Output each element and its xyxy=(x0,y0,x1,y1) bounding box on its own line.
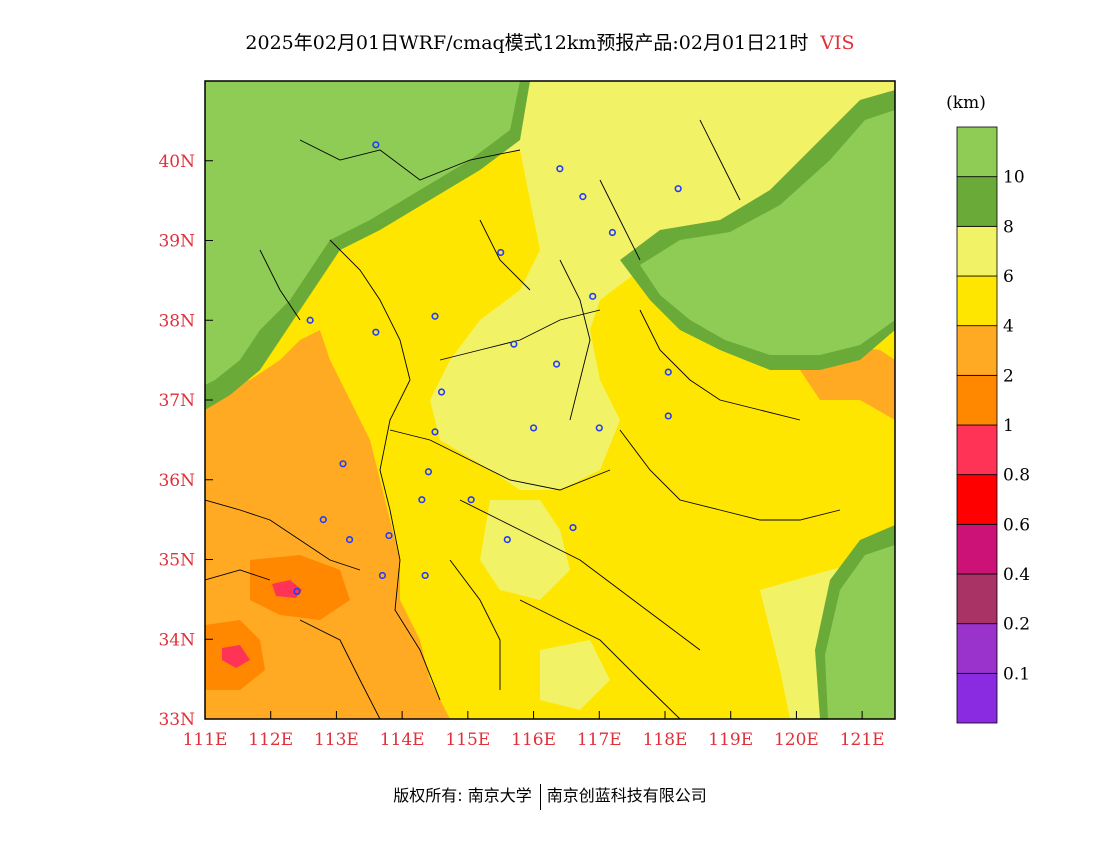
field-10km-bohai xyxy=(640,110,895,355)
colorbar-label: 0.2 xyxy=(1003,615,1030,635)
city-marker xyxy=(552,360,561,368)
colorbar-swatch xyxy=(956,573,998,625)
colorbar-swatch xyxy=(956,523,998,575)
colorbar-unit: (km) xyxy=(946,93,986,113)
field-1-2km xyxy=(250,555,350,620)
city-markers xyxy=(293,141,682,596)
city-marker xyxy=(589,292,597,300)
lat-tick-label: 39N xyxy=(158,232,195,252)
city-marker xyxy=(467,496,475,504)
lat-tick-label: 36N xyxy=(158,471,195,491)
city-marker xyxy=(674,185,682,193)
lat-tick-label: 33N xyxy=(158,710,195,730)
lat-tick-label: 40N xyxy=(158,152,195,172)
city-marker xyxy=(385,531,393,540)
city-marker xyxy=(569,523,577,532)
colorbar-swatch xyxy=(956,374,998,426)
colorbar-swatch xyxy=(956,176,998,227)
lon-tick-label: 113E xyxy=(314,730,359,750)
colorbar-label: 1 xyxy=(1003,416,1014,436)
footer-owner: 版权所有: 南京大学 xyxy=(393,786,532,805)
lat-tick-label: 37N xyxy=(158,391,195,411)
footer-separator xyxy=(539,783,541,810)
city-marker xyxy=(418,496,426,504)
field-10km-nw xyxy=(205,81,520,385)
copyright-footer: 版权所有: 南京大学 南京创蓝科技有限公司 xyxy=(0,782,1100,810)
city-marker xyxy=(421,571,429,580)
city-marker xyxy=(431,428,439,436)
field-6-8km-south xyxy=(480,500,570,600)
lat-tick-label: 34N xyxy=(158,630,195,650)
city-marker xyxy=(579,193,587,201)
lon-tick-label: 118E xyxy=(643,730,688,750)
lon-tick-label: 116E xyxy=(511,730,556,750)
title-variable: VIS xyxy=(820,32,855,54)
field-6-8km-patch xyxy=(540,640,610,710)
city-marker xyxy=(372,141,380,149)
colorbar-label: 0.6 xyxy=(1003,515,1030,535)
lon-tick-label: 112E xyxy=(248,730,293,750)
colorbar-swatch xyxy=(956,225,998,277)
title-main: 2025年02月01日WRF/cmaq模式12km预报产品:02月01日21时 xyxy=(245,32,809,54)
city-marker xyxy=(503,535,511,544)
city-marker xyxy=(595,424,603,432)
city-marker xyxy=(497,248,505,257)
city-marker xyxy=(556,165,564,173)
colorbar-label: 8 xyxy=(1003,217,1014,237)
colorbar-swatch xyxy=(956,424,998,476)
visibility-field xyxy=(205,81,895,719)
city-marker xyxy=(378,571,387,580)
colorbar: 0.1 0.2 0.4 0.6 0.8 1 2 4 6 8 10 xyxy=(956,126,1030,724)
lon-tick-label: 117E xyxy=(577,730,622,750)
city-marker xyxy=(437,388,446,396)
field-10km-yellowsea xyxy=(825,545,895,719)
colorbar-swatch xyxy=(956,623,998,674)
colorbar-swatch xyxy=(956,672,998,724)
colorbar-label: 0.8 xyxy=(1003,466,1030,486)
lon-tick-label: 111E xyxy=(183,730,228,750)
colorbar-label: 6 xyxy=(1003,267,1014,287)
lon-tick-label: 115E xyxy=(445,730,490,750)
lon-tick-label: 121E xyxy=(840,730,885,750)
colorbar-label: 10 xyxy=(1003,168,1025,188)
colorbar-swatch xyxy=(956,275,998,327)
city-marker xyxy=(339,460,347,468)
field-2-4km-sw xyxy=(205,330,450,719)
lat-tick-label: 35N xyxy=(158,551,195,571)
lon-tick-label: 114E xyxy=(380,730,425,750)
footer-company: 南京创蓝科技有限公司 xyxy=(546,786,707,805)
city-marker xyxy=(345,535,354,544)
colorbar-label: 0.4 xyxy=(1003,565,1030,585)
field-0.8-1km-b xyxy=(222,645,250,668)
lat-tick-label: 38N xyxy=(158,311,195,331)
city-marker xyxy=(293,587,301,596)
colorbar-swatch xyxy=(956,325,998,376)
city-marker xyxy=(319,516,327,524)
map-axes: 111E 112E 113E 114E 115E 116E 117E 118E 119E 120E… xyxy=(158,152,884,750)
city-marker xyxy=(510,340,518,348)
city-marker xyxy=(306,316,314,324)
colorbar-label: 0.1 xyxy=(1003,664,1030,684)
lon-tick-label: 120E xyxy=(774,730,819,750)
city-marker xyxy=(431,312,439,320)
map-title: 2025年02月01日WRF/cmaq模式12km预报产品:02月01日21时 V… xyxy=(0,28,1100,55)
city-marker xyxy=(664,368,672,376)
lon-tick-label: 119E xyxy=(708,730,753,750)
city-marker xyxy=(529,424,538,432)
admin-boundaries xyxy=(205,119,841,719)
city-marker xyxy=(608,228,617,237)
city-marker xyxy=(424,468,433,476)
city-marker xyxy=(372,328,380,336)
colorbar-swatch xyxy=(956,474,998,525)
colorbar-label: 2 xyxy=(1003,366,1014,386)
colorbar-swatch xyxy=(956,126,998,178)
city-marker xyxy=(664,412,672,420)
colorbar-label: 4 xyxy=(1003,317,1014,337)
